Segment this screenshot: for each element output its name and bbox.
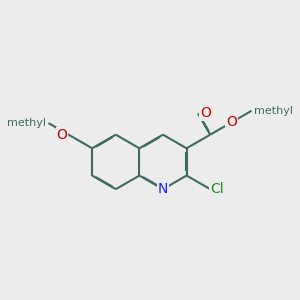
Text: O: O [226, 116, 237, 129]
Text: O: O [200, 106, 211, 120]
Text: methyl: methyl [254, 106, 293, 116]
Text: methyl: methyl [7, 118, 46, 128]
Text: O: O [56, 128, 67, 142]
Text: Cl: Cl [210, 182, 224, 196]
Text: N: N [158, 182, 168, 196]
